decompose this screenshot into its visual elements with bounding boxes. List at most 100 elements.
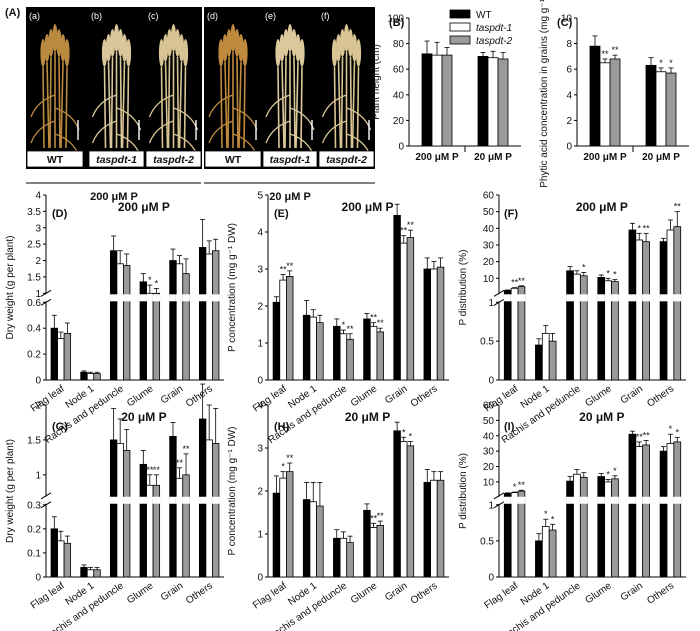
- bar: [198, 247, 207, 381]
- bar: [497, 58, 509, 147]
- genotype-label: WT: [47, 154, 64, 166]
- bar: [169, 260, 177, 381]
- subpanel-letter: (d): [207, 11, 218, 21]
- subpanel-letter: (a): [29, 11, 40, 21]
- bar: [635, 239, 644, 381]
- wheat-spike: [105, 34, 112, 62]
- plant-stem: [46, 61, 50, 149]
- plant-leaf: [208, 94, 234, 118]
- bar-break-gap: [182, 294, 190, 302]
- bar: [376, 525, 384, 578]
- x-tick-label: Others: [184, 580, 215, 606]
- bar: [517, 490, 526, 578]
- bar-break-gap: [198, 496, 207, 504]
- bar: [339, 537, 348, 578]
- wheat-spike: [242, 39, 248, 67]
- y-tick-label: 20: [483, 462, 495, 473]
- plant-leaf: [265, 94, 291, 118]
- bar: [436, 479, 445, 578]
- bar: [665, 72, 677, 147]
- y-tick-label: 4: [35, 191, 41, 202]
- significance-label: **: [518, 480, 526, 490]
- genotype-label: taspdt-1: [270, 154, 311, 166]
- genotype-label: taspdt-1: [96, 154, 137, 166]
- x-tick-label: Grain: [619, 580, 645, 603]
- significance-label: **: [643, 223, 651, 233]
- y-tick-label: 50: [483, 207, 495, 218]
- bar-break-gap: [152, 294, 161, 302]
- bar-break-gap: [503, 294, 512, 302]
- bar: [566, 270, 574, 381]
- group-label: 20 μM P: [269, 191, 311, 203]
- bar: [510, 287, 519, 381]
- bar: [673, 441, 682, 578]
- bar: [548, 529, 557, 578]
- bar-break-gap: [503, 496, 512, 504]
- legend-label: taspdt-1: [476, 23, 512, 34]
- y-tick-label: 0: [35, 376, 41, 387]
- plant-leaf: [148, 94, 174, 118]
- plant-stem: [293, 56, 296, 149]
- x-tick-label: Grain: [159, 383, 185, 406]
- plant-leaf: [289, 107, 315, 131]
- y-axis-label: P concentration (mg g⁻¹ DW): [227, 223, 238, 352]
- significance-label: **: [674, 202, 682, 212]
- bar: [645, 64, 657, 147]
- subpanel-letter: (e): [265, 11, 276, 21]
- bar: [589, 45, 601, 147]
- bar-break-gap: [635, 496, 644, 504]
- genotype-label: taspdt-2: [326, 154, 367, 166]
- plant-stem: [300, 66, 303, 149]
- bar: [279, 279, 287, 381]
- y-axis-label: P concentration (mg g⁻¹ DW): [227, 426, 238, 555]
- bar: [406, 445, 415, 578]
- bar: [212, 442, 220, 578]
- bar: [57, 540, 65, 578]
- wheat-spike: [158, 39, 165, 67]
- plant-stem: [356, 66, 360, 149]
- bar: [604, 481, 612, 578]
- plant-stem: [42, 66, 45, 149]
- plant-stem: [340, 56, 344, 149]
- plant-stem: [183, 66, 187, 149]
- significance-label: *: [637, 223, 641, 233]
- bar-break-gap: [604, 294, 613, 302]
- subpanel-letter: (b): [91, 11, 102, 21]
- bar: [541, 332, 550, 381]
- plant-photo-panel: (A) WT (a) taspdt-1 (b) taspdt-2 (c) WT (d) taspd…: [5, 7, 375, 203]
- bar-break-gap: [611, 294, 619, 302]
- plant-stem: [295, 61, 299, 149]
- plant-stem: [220, 66, 223, 149]
- plant-photo: taspdt-1 (e): [262, 11, 318, 168]
- x-tick-label: Others: [409, 580, 440, 606]
- bar-break-gap: [116, 496, 124, 504]
- significance-label: **: [400, 226, 408, 236]
- bar: [182, 474, 190, 578]
- bar-break-gap: [611, 496, 619, 504]
- y-tick-label: 0.2: [27, 524, 41, 535]
- bar: [212, 250, 220, 381]
- wheat-spike: [230, 24, 236, 52]
- bar: [642, 241, 650, 381]
- bar-break-gap: [597, 294, 606, 302]
- legend-swatch: [449, 22, 471, 32]
- y-tick-label: 1.5: [27, 272, 41, 283]
- significance-label: **: [146, 465, 154, 475]
- y-tick-label: 0: [257, 376, 263, 387]
- bar: [369, 325, 378, 381]
- y-tick-label: 60: [483, 191, 495, 202]
- bar-break-gap: [122, 496, 131, 504]
- y-tick-label: 40: [483, 431, 495, 442]
- plant-photo: WT (a): [26, 11, 84, 168]
- significance-label: *: [513, 482, 517, 492]
- plant-stem: [224, 61, 228, 149]
- plant-leaf: [30, 94, 56, 118]
- bar: [50, 528, 58, 578]
- bar: [393, 214, 401, 381]
- significance-label: *: [669, 58, 673, 68]
- bar-break-gap: [666, 294, 675, 302]
- plant-stem: [160, 66, 164, 149]
- plant-photo: taspdt-2 (f): [318, 11, 375, 168]
- bar-break-gap: [517, 294, 526, 302]
